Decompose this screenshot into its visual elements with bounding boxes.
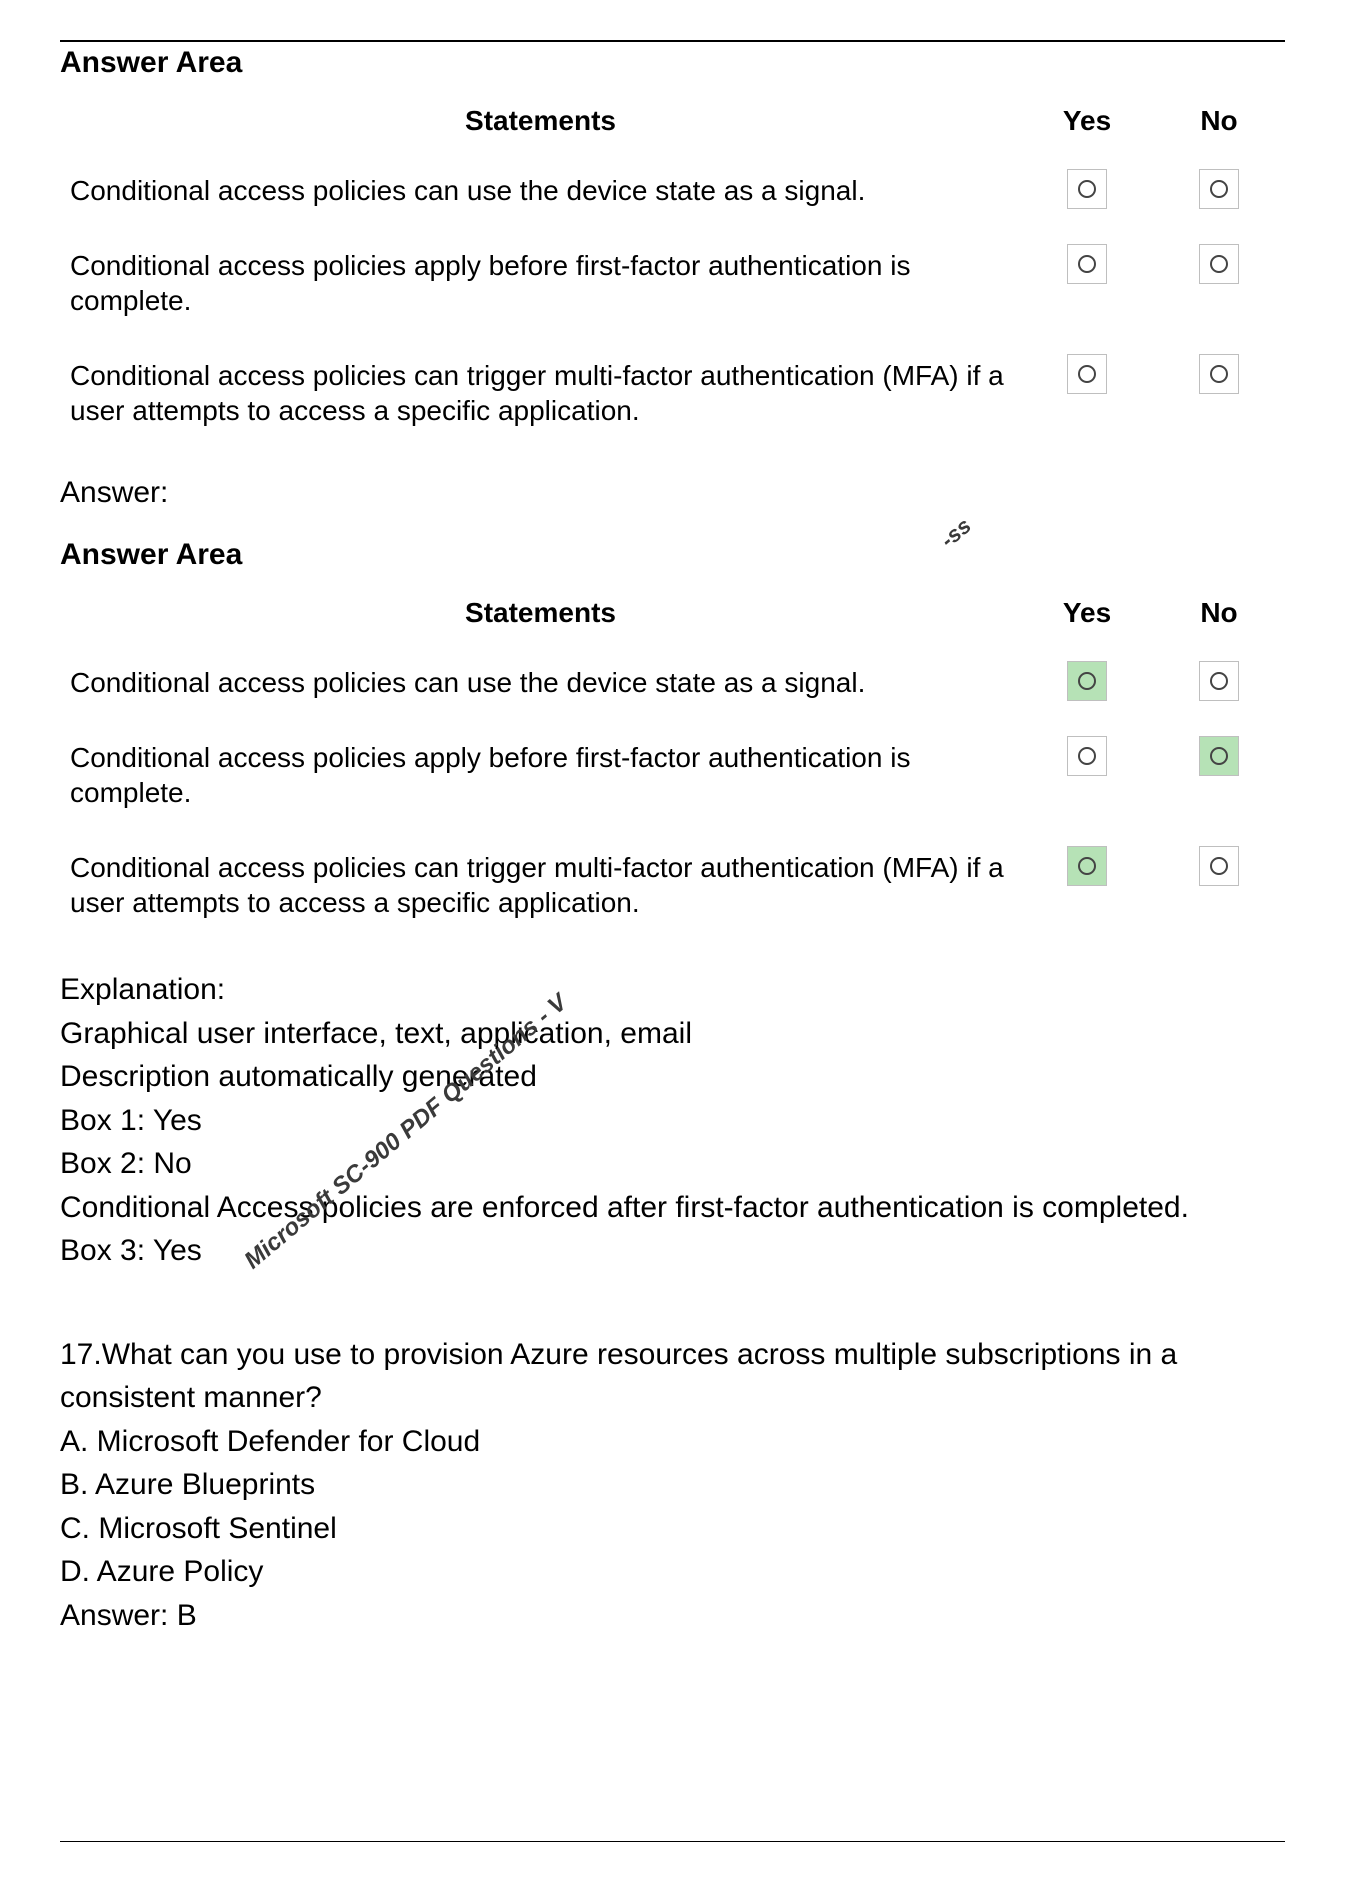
statement-text: Conditional access policies can trigger … bbox=[60, 838, 1021, 948]
statements-table-2: Statements Yes No Conditional access pol… bbox=[60, 596, 1285, 948]
table-row: Conditional access policies apply before… bbox=[60, 236, 1285, 346]
statement-text: Conditional access policies can trigger … bbox=[60, 346, 1021, 456]
col-no-2: No bbox=[1153, 596, 1285, 653]
statement-text: Conditional access policies apply before… bbox=[60, 236, 1021, 346]
col-no-1: No bbox=[1153, 104, 1285, 161]
radio-yes[interactable] bbox=[1067, 169, 1107, 209]
explanation-line: Description automatically generated bbox=[60, 1055, 1285, 1099]
statement-text: Conditional access policies can use the … bbox=[60, 161, 1021, 236]
radio-yes[interactable] bbox=[1067, 244, 1107, 284]
statement-text: Conditional access policies can use the … bbox=[60, 653, 1021, 728]
col-statements-1: Statements bbox=[60, 104, 1021, 161]
question-option: B. Azure Blueprints bbox=[60, 1463, 1285, 1507]
table-row: Conditional access policies can use the … bbox=[60, 161, 1285, 236]
question-option: C. Microsoft Sentinel bbox=[60, 1507, 1285, 1551]
table-row: Conditional access policies can trigger … bbox=[60, 838, 1285, 948]
table-row: Conditional access policies apply before… bbox=[60, 728, 1285, 838]
radio-no[interactable] bbox=[1199, 354, 1239, 394]
explanation-title: Explanation: bbox=[60, 968, 1285, 1012]
col-yes-2: Yes bbox=[1021, 596, 1153, 653]
question-17: 17.What can you use to provision Azure r… bbox=[60, 1333, 1285, 1638]
explanation-line: Conditional Access policies are enforced… bbox=[60, 1186, 1285, 1230]
explanation-line: Graphical user interface, text, applicat… bbox=[60, 1012, 1285, 1056]
radio-yes[interactable] bbox=[1067, 846, 1107, 886]
radio-no[interactable] bbox=[1199, 169, 1239, 209]
statements-tbody-1: Conditional access policies can use the … bbox=[60, 161, 1285, 456]
page: Answer Area Statements Yes No Conditiona… bbox=[0, 0, 1345, 1902]
explanation-line: Box 2: No bbox=[60, 1142, 1285, 1186]
answer-label: Answer: bbox=[60, 476, 1285, 510]
question-option: A. Microsoft Defender for Cloud bbox=[60, 1420, 1285, 1464]
question-prompt: 17.What can you use to provision Azure r… bbox=[60, 1333, 1285, 1420]
top-rule bbox=[60, 40, 1285, 42]
answer-area-heading-2: Answer Area bbox=[60, 538, 1285, 572]
table-row: Conditional access policies can use the … bbox=[60, 653, 1285, 728]
explanation-line: Box 1: Yes bbox=[60, 1099, 1285, 1143]
answer-area-heading-1: Answer Area bbox=[60, 46, 1285, 80]
statements-table-1: Statements Yes No Conditional access pol… bbox=[60, 104, 1285, 456]
col-yes-1: Yes bbox=[1021, 104, 1153, 161]
radio-yes[interactable] bbox=[1067, 661, 1107, 701]
explanation-block: Explanation: Graphical user interface, t… bbox=[60, 968, 1285, 1273]
radio-no[interactable] bbox=[1199, 661, 1239, 701]
question-answer: Answer: B bbox=[60, 1594, 1285, 1638]
radio-no[interactable] bbox=[1199, 736, 1239, 776]
explanation-line: Box 3: Yes bbox=[60, 1229, 1285, 1273]
statement-text: Conditional access policies apply before… bbox=[60, 728, 1021, 838]
radio-no[interactable] bbox=[1199, 244, 1239, 284]
question-option: D. Azure Policy bbox=[60, 1550, 1285, 1594]
radio-yes[interactable] bbox=[1067, 736, 1107, 776]
radio-yes[interactable] bbox=[1067, 354, 1107, 394]
table-row: Conditional access policies can trigger … bbox=[60, 346, 1285, 456]
col-statements-2: Statements bbox=[60, 596, 1021, 653]
page-footer-rule bbox=[60, 1841, 1285, 1842]
radio-no[interactable] bbox=[1199, 846, 1239, 886]
statements-tbody-2: Conditional access policies can use the … bbox=[60, 653, 1285, 948]
